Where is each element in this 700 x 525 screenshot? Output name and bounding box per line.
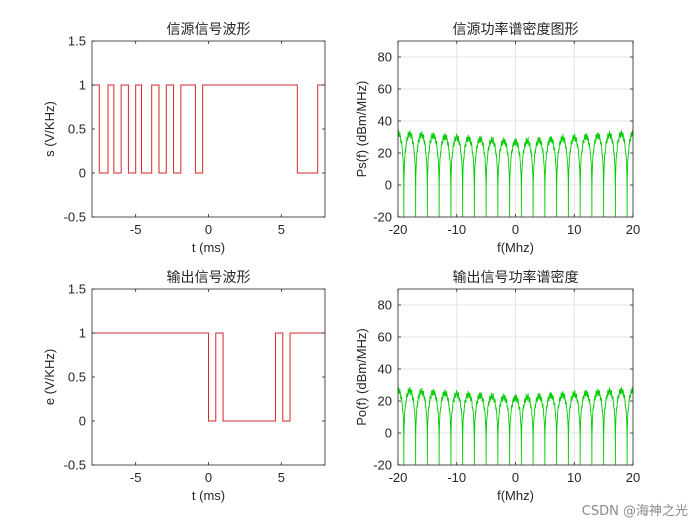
x-tick-label: 0 bbox=[205, 222, 212, 237]
chart-title: 输出信号波形 bbox=[167, 270, 251, 286]
x-tick-label: 10 bbox=[567, 470, 581, 485]
y-tick-label: 60 bbox=[378, 330, 392, 345]
x-tick-label: 0 bbox=[512, 222, 519, 237]
x-tick-label: -10 bbox=[447, 222, 466, 237]
y-tick-label: 40 bbox=[378, 114, 392, 129]
y-tick-label: 0 bbox=[79, 414, 86, 429]
x-tick-label: -20 bbox=[389, 470, 408, 485]
watermark-text: CSDN @海神之光 bbox=[581, 504, 688, 519]
y-tick-label: 20 bbox=[378, 394, 392, 409]
x-axis-label: f(Mhz) bbox=[497, 240, 534, 255]
chart-title: 信源信号波形 bbox=[167, 22, 251, 38]
series-line-1 bbox=[92, 84, 325, 174]
x-tick-label: 0 bbox=[205, 470, 212, 485]
y-tick-label: 20 bbox=[378, 146, 392, 161]
y-axis-label: Po(f) (dBm/MHz) bbox=[354, 328, 369, 426]
y-axis-label: e (V/KHz) bbox=[42, 349, 57, 405]
y-tick-label: 1.5 bbox=[68, 34, 86, 49]
y-tick-label: 0 bbox=[385, 178, 392, 193]
y-tick-label: 80 bbox=[378, 50, 392, 65]
x-tick-label: 20 bbox=[626, 222, 640, 237]
y-tick-label: -0.5 bbox=[64, 458, 86, 473]
y-axis-label: s (V/KHz) bbox=[42, 101, 57, 157]
series-line-1 bbox=[398, 386, 633, 465]
x-tick-label: -20 bbox=[389, 222, 408, 237]
x-tick-label: -10 bbox=[447, 470, 466, 485]
x-axis-label: t (ms) bbox=[192, 488, 225, 503]
x-tick-label: 5 bbox=[278, 222, 285, 237]
axes-background bbox=[92, 41, 325, 217]
x-tick-label: -5 bbox=[130, 470, 142, 485]
y-tick-label: 0.5 bbox=[68, 122, 86, 137]
y-tick-label: 0 bbox=[79, 166, 86, 181]
x-tick-label: 0 bbox=[512, 470, 519, 485]
series-line-1 bbox=[92, 332, 325, 422]
y-axis-label: Ps(f) (dBm/MHz) bbox=[354, 81, 369, 178]
y-tick-label: 1.5 bbox=[68, 282, 86, 297]
x-tick-label: -5 bbox=[130, 222, 142, 237]
y-tick-label: 0 bbox=[385, 426, 392, 441]
x-tick-label: 5 bbox=[278, 470, 285, 485]
chart-title: 信源功率谱密度图形 bbox=[453, 21, 579, 38]
subplot-2: -20 -10 0 10 20 -20 0 20 40 60 80 信源功率谱密度图形 f(Mhz) Ps… bbox=[354, 21, 640, 255]
x-axis-label: t (ms) bbox=[192, 240, 225, 255]
series-line-1 bbox=[398, 129, 633, 217]
y-tick-label: 80 bbox=[378, 298, 392, 313]
y-tick-label: 1 bbox=[79, 78, 86, 93]
y-tick-label: 60 bbox=[378, 82, 392, 97]
subplot-4: -20 -10 0 10 20 -20 0 20 40 60 80 输出信号功率谱密度 f(Mhz) Po… bbox=[354, 269, 640, 503]
x-axis-label: f(Mhz) bbox=[497, 488, 534, 503]
subplot-1: -5 0 5 -0.5 0 0.5 1 1.5 信源信号波形 t (ms) s (V/KHz) bbox=[42, 22, 326, 255]
y-tick-label: 40 bbox=[378, 362, 392, 377]
subplot-3: -5 0 5 -0.5 0 0.5 1 1.5 输出信号波形 t (ms) e (V/KHz) bbox=[42, 270, 326, 503]
y-tick-label: -20 bbox=[373, 458, 392, 473]
chart-title: 输出信号功率谱密度 bbox=[453, 269, 579, 286]
y-tick-label: -20 bbox=[373, 210, 392, 225]
y-tick-label: 1 bbox=[79, 326, 86, 341]
x-tick-label: 20 bbox=[626, 470, 640, 485]
x-tick-label: 10 bbox=[567, 222, 581, 237]
y-tick-label: -0.5 bbox=[64, 210, 86, 225]
y-tick-label: 0.5 bbox=[68, 370, 86, 385]
